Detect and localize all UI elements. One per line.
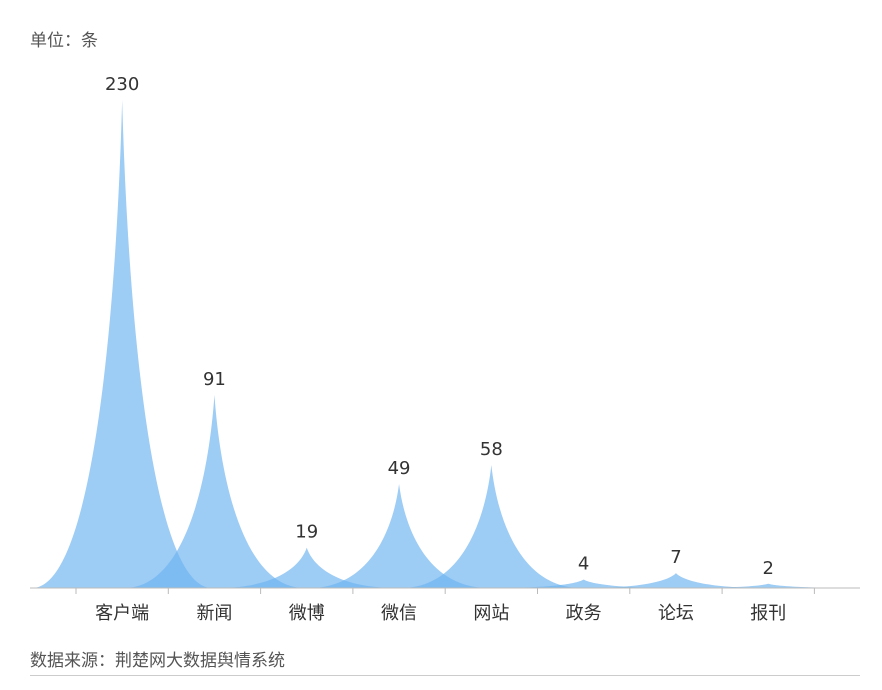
peak-3 xyxy=(309,484,490,588)
peaks-layer xyxy=(32,100,859,588)
x-tick-label: 微博 xyxy=(289,603,325,624)
peak-0 xyxy=(32,100,213,588)
x-tick-label: 客户端 xyxy=(95,603,149,624)
value-label: 4 xyxy=(578,554,589,575)
x-tick-label: 网站 xyxy=(473,603,509,624)
value-label: 49 xyxy=(388,458,411,479)
peak-chart: 客户端 新闻 微博 微信 网站 政务 论坛 报刊 230 91 19 49 58 4 7 2 xyxy=(30,74,860,624)
value-label: 7 xyxy=(670,547,681,568)
source-label: 数据来源：荆楚网大数据舆情系统 xyxy=(30,651,285,671)
value-label: 230 xyxy=(105,74,139,95)
peak-5 xyxy=(493,579,674,588)
value-label: 91 xyxy=(203,369,226,390)
value-labels: 230 91 19 49 58 4 7 2 xyxy=(105,74,774,579)
unit-label: 单位：条 xyxy=(30,31,98,51)
x-tick-label: 微信 xyxy=(381,603,417,624)
value-label: 19 xyxy=(295,522,318,543)
x-tick-label: 论坛 xyxy=(658,603,694,624)
x-tick-label: 政务 xyxy=(566,603,602,624)
peak-2 xyxy=(216,547,397,588)
source-divider xyxy=(30,675,860,676)
x-axis: 客户端 新闻 微博 微信 网站 政务 论坛 报刊 xyxy=(30,587,860,624)
x-tick-label: 新闻 xyxy=(196,603,232,624)
peak-6 xyxy=(585,573,766,588)
peak-1 xyxy=(124,394,305,588)
value-label: 2 xyxy=(763,558,774,579)
value-label: 58 xyxy=(480,439,503,460)
peak-7 xyxy=(678,583,859,588)
peak-4 xyxy=(401,464,582,588)
x-tick-label: 报刊 xyxy=(750,603,786,624)
